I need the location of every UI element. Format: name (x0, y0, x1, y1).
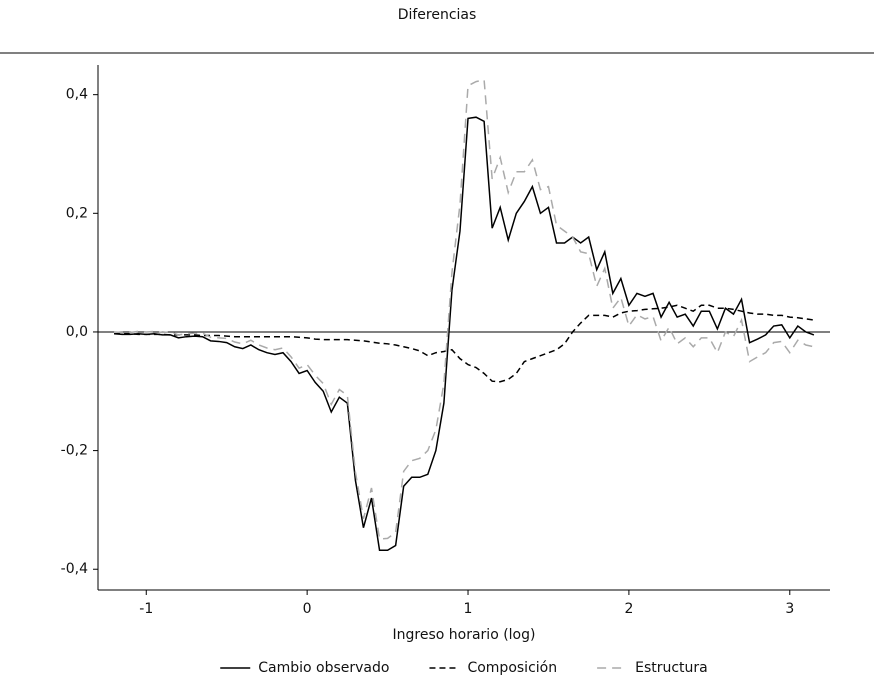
series-line (114, 78, 815, 540)
y-tick-label: 0,2 (66, 205, 88, 221)
x-tick-label: 0 (303, 601, 312, 617)
series-line (114, 116, 815, 551)
x-tick-label: 1 (464, 601, 473, 617)
legend-label: Composición (467, 660, 557, 676)
y-tick-label: -0,4 (61, 561, 88, 577)
x-axis-label: Ingreso horario (log) (393, 627, 536, 643)
y-tick-label: -0,2 (61, 443, 88, 459)
x-tick-label: 3 (785, 601, 794, 617)
series-line (114, 304, 815, 383)
y-tick-label: 0,4 (66, 87, 88, 103)
chart-title: Diferencias (398, 7, 477, 23)
x-tick-label: -1 (139, 601, 153, 617)
x-tick-label: 2 (624, 601, 633, 617)
legend-label: Cambio observado (258, 660, 389, 676)
y-tick-label: 0,0 (66, 324, 88, 340)
legend-label: Estructura (635, 660, 708, 676)
